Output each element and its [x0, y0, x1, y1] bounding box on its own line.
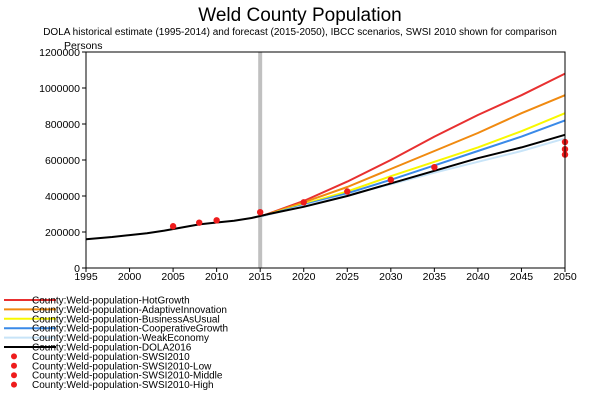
- data-point-swsi2010: [387, 176, 395, 183]
- x-tick-label: 1995: [74, 271, 98, 283]
- data-point-swsi2010: [300, 199, 307, 206]
- y-tick-label: 600000: [45, 155, 80, 167]
- y-tick-label: 0: [74, 263, 80, 275]
- y-tick-label: 1200000: [39, 47, 80, 59]
- x-tick-label: 2050: [553, 271, 577, 283]
- x-tick-label: 2020: [292, 271, 316, 283]
- legend-swatch-swsi2010-low: [11, 362, 17, 369]
- plot-frame: [85, 51, 566, 269]
- plot-frame-layer: [85, 51, 566, 269]
- legend-swatch-swsi2010-high: [11, 381, 17, 388]
- legend-label-swsi2010-middle: County:Weld-population-SWSI2010-Middle: [32, 371, 223, 382]
- legend-label-hotgrowth: County:Weld-population-HotGrowth: [32, 296, 190, 307]
- legend-label-cooperativegrowth: County:Weld-population-CooperativeGrowth: [32, 324, 228, 335]
- y-tick-label: 200000: [45, 227, 80, 239]
- x-tick-label: 2045: [510, 271, 534, 283]
- plot-background: [86, 52, 565, 268]
- y-tick-label: 800000: [45, 119, 80, 131]
- data-point-swsi2010: [431, 164, 438, 171]
- data-point-swsi2010: [256, 209, 264, 216]
- x-tick-label: 2040: [466, 271, 490, 283]
- x-tick-label: 2005: [161, 271, 185, 283]
- x-tick-label: 2035: [423, 271, 447, 283]
- plot-area: [86, 52, 565, 268]
- legend-swatch-swsi2010-middle: [11, 372, 17, 379]
- x-tick-label: 2015: [249, 271, 273, 283]
- x-tick-label: 2030: [379, 271, 403, 283]
- legend-label-adaptiveinnovation: County:Weld-population-AdaptiveInnovatio…: [32, 305, 227, 316]
- x-tick-label: 2010: [205, 271, 229, 283]
- data-point-swsi2010: [344, 188, 351, 195]
- y-axis-label: Persons: [64, 40, 103, 52]
- legend-label-swsi2010-low: County:Weld-population-SWSI2010-Low: [32, 361, 212, 372]
- series-line-adaptiveinnovation: [259, 94, 566, 218]
- data-point-swsi2010: [213, 217, 220, 224]
- series-line-cooperativegrowth: [259, 119, 566, 218]
- legend: County:Weld-population-HotGrowthCounty:W…: [4, 296, 228, 391]
- data-point-swsi2010: [196, 219, 203, 226]
- x-axis: 1995 2000 2005 2010 2015 2020 2025 2030 2035 2040…: [74, 268, 577, 283]
- legend-label-businessasusual: County:Weld-population-BusinessAsUsual: [32, 314, 220, 325]
- x-tick-label: 2025: [336, 271, 360, 283]
- legend-label-swsi2010-high: County:Weld-population-SWSI2010-High: [32, 380, 214, 391]
- x-tick-label: 2000: [118, 271, 142, 283]
- chart-subtitle: DOLA historical estimate (1995-2014) and…: [43, 27, 557, 38]
- series-line-dola2016: [85, 133, 566, 241]
- legend-label-weakeconomy: County:Weld-population-WeakEconomy: [32, 333, 209, 344]
- chart-title: Weld County Population: [198, 5, 402, 26]
- series-layer: [85, 72, 569, 241]
- series-line-businessasusual: [259, 112, 566, 218]
- data-point-swsi2010: [169, 223, 177, 230]
- legend-swatch-swsi2010: [11, 353, 17, 360]
- series-line-hotgrowth: [259, 72, 566, 218]
- legend-label-swsi2010: County:Weld-population-SWSI2010: [32, 352, 190, 363]
- y-tick-label: 1000000: [39, 83, 80, 95]
- y-tick-label: 400000: [45, 191, 80, 203]
- legend-label-dola2016: County:Weld-population-DOLA2016: [32, 343, 192, 354]
- y-axis: 0 200000 400000 600000 800000 1000000 1200000: [39, 47, 86, 275]
